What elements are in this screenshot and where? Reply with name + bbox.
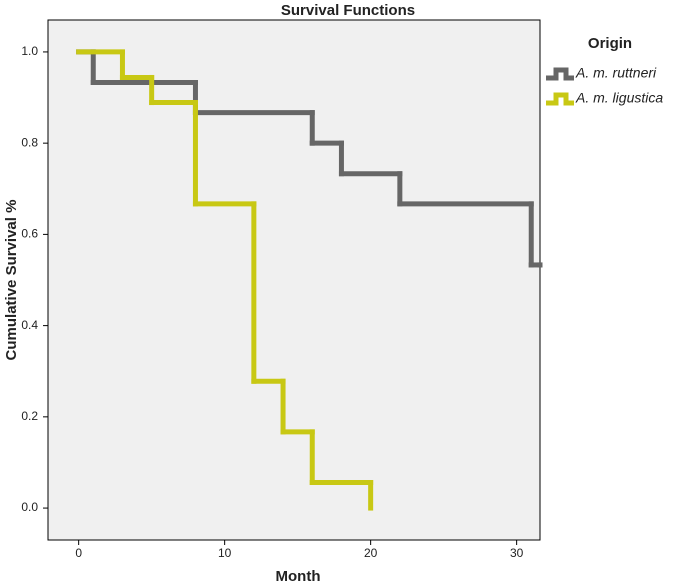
x-tick-label: 30 (510, 546, 524, 560)
y-tick-label: 0.8 (21, 135, 38, 149)
chart-title: Survival Functions (281, 2, 415, 19)
x-tick-label: 20 (364, 546, 378, 560)
y-tick-label: 0.6 (21, 227, 38, 241)
x-tick-label: 0 (75, 546, 82, 560)
legend-label: A. m. ruttneri (575, 65, 657, 81)
y-tick-label: 0.2 (21, 409, 38, 423)
legend-swatch (546, 92, 574, 106)
y-tick-label: 0.4 (21, 318, 38, 332)
legend-title: Origin (588, 35, 632, 52)
x-axis-label: Month (276, 568, 321, 585)
legend-label: A. m. ligustica (575, 90, 663, 106)
y-axis-label: Cumulative Survival % (3, 200, 20, 361)
y-tick-label: 0.0 (21, 500, 38, 514)
y-tick-label: 1.0 (21, 44, 38, 58)
legend-swatch (546, 67, 574, 81)
plot-area (47, 19, 541, 541)
x-tick-label: 10 (218, 546, 232, 560)
